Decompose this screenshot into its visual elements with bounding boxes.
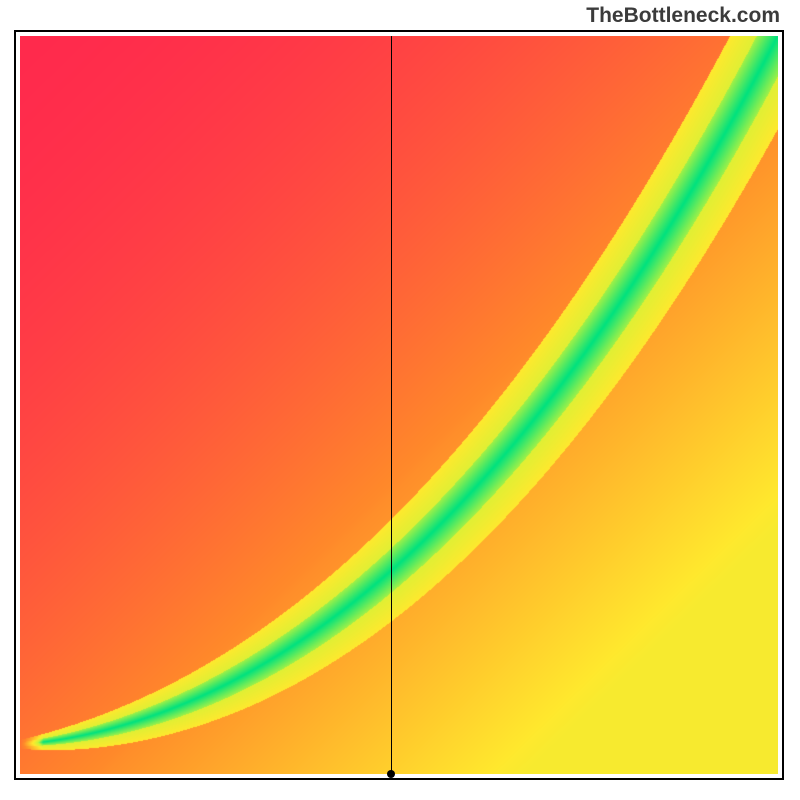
- bottleneck-heatmap: [20, 36, 778, 774]
- chart-container: { "watermark": { "text": "TheBottleneck.…: [0, 0, 800, 800]
- crosshair-vertical: [391, 36, 392, 774]
- watermark-text: TheBottleneck.com: [586, 4, 780, 28]
